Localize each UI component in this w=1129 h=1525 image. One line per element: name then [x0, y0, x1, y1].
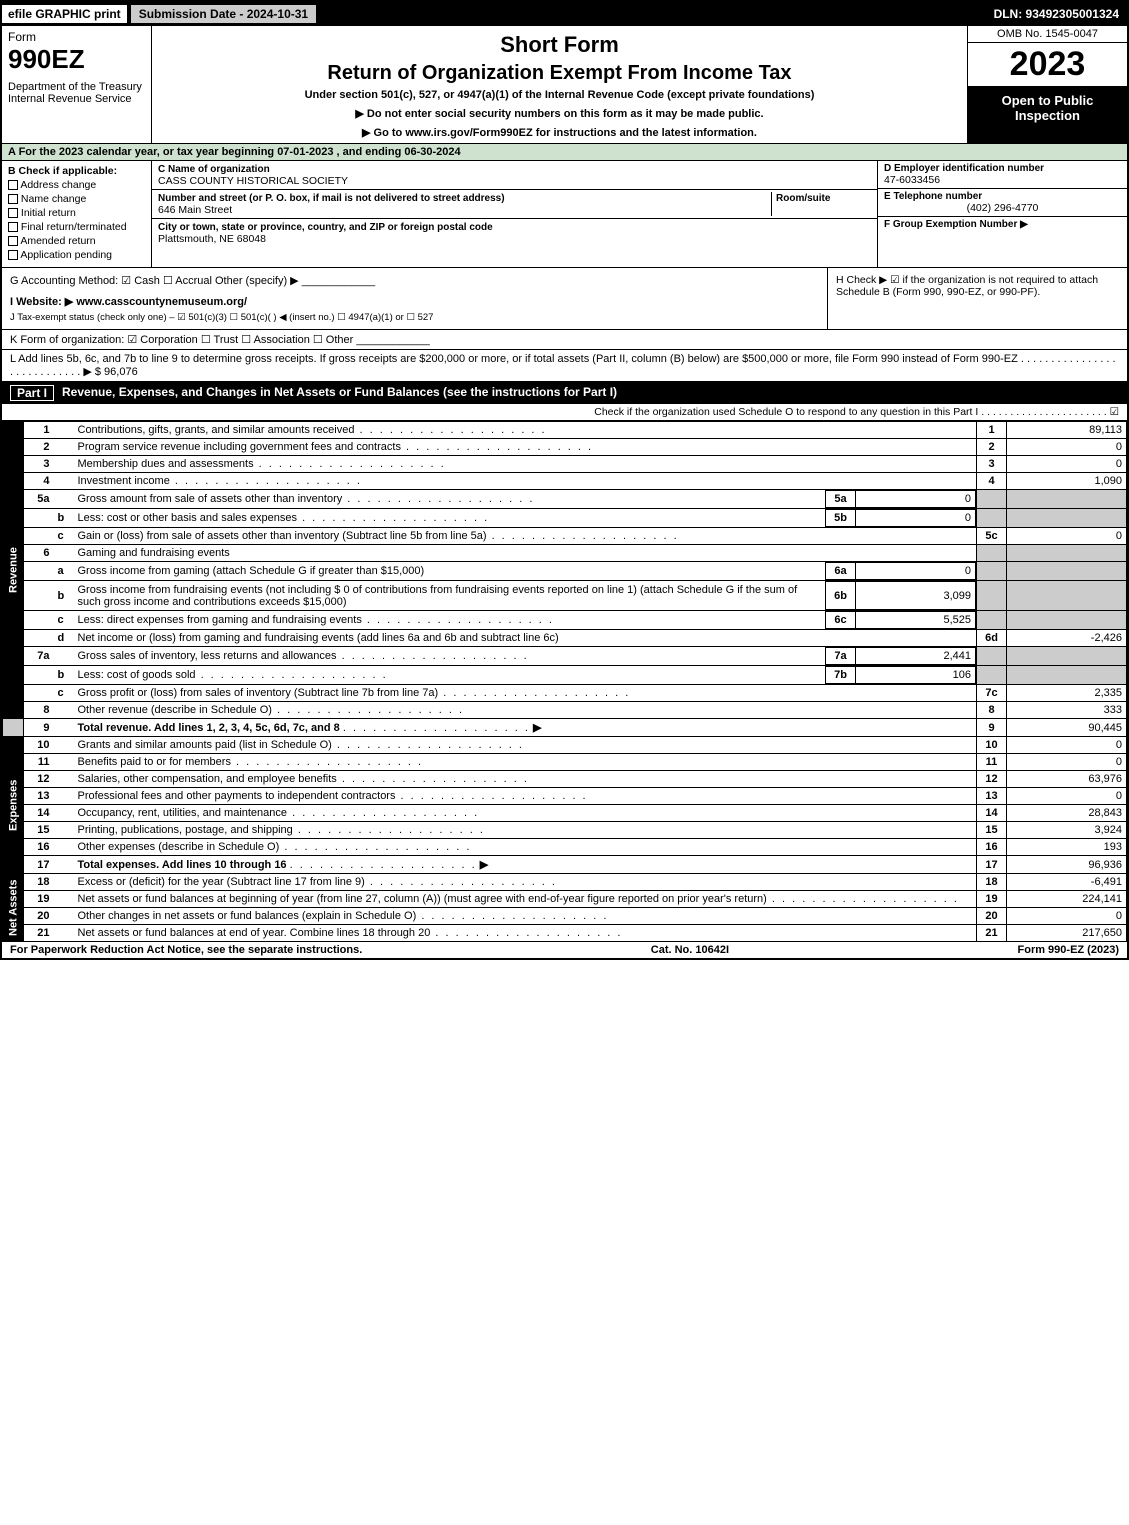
- info-boxes: B Check if applicable: Address change Na…: [2, 161, 1127, 268]
- header-right: OMB No. 1545-0047 2023 Open to Public In…: [967, 26, 1127, 143]
- chk-final-return[interactable]: Final return/terminated: [8, 221, 145, 233]
- row-g-h: G Accounting Method: ☑ Cash ☐ Accrual Ot…: [2, 268, 1127, 330]
- box-b-label: B Check if applicable:: [8, 165, 145, 177]
- title-return: Return of Organization Exempt From Incom…: [160, 62, 959, 85]
- org-name: CASS COUNTY HISTORICAL SOCIETY: [158, 175, 348, 187]
- form-of-organization: K Form of organization: ☑ Corporation ☐ …: [2, 330, 1127, 350]
- top-bar: efile GRAPHIC print Submission Date - 20…: [2, 2, 1127, 26]
- addr-label: Number and street (or P. O. box, if mail…: [158, 193, 505, 204]
- form-990ez-page: efile GRAPHIC print Submission Date - 20…: [0, 0, 1129, 960]
- accounting-method: G Accounting Method: ☑ Cash ☐ Accrual Ot…: [10, 274, 819, 287]
- c-name-label: C Name of organization: [158, 164, 270, 175]
- box-c: C Name of organization CASS COUNTY HISTO…: [152, 161, 877, 267]
- dept-label: Department of the Treasury Internal Reve…: [8, 81, 145, 105]
- line-1-box: 1: [977, 422, 1007, 439]
- phone-value: (402) 296-4770: [884, 202, 1121, 214]
- header-left: Form 990EZ Department of the Treasury In…: [2, 26, 152, 143]
- title-short-form: Short Form: [160, 32, 959, 58]
- chk-initial-return[interactable]: Initial return: [8, 207, 145, 219]
- subtitle-ssn: ▶ Do not enter social security numbers o…: [160, 107, 959, 120]
- efile-label: efile GRAPHIC print: [2, 5, 127, 23]
- chk-amended-return[interactable]: Amended return: [8, 235, 145, 247]
- form-number: 990EZ: [8, 44, 145, 75]
- header-center: Short Form Return of Organization Exempt…: [152, 26, 967, 143]
- street-address: 646 Main Street: [158, 204, 232, 216]
- group-exemption-label: F Group Exemption Number ▶: [884, 219, 1121, 230]
- line-1-desc: Contributions, gifts, grants, and simila…: [74, 422, 977, 439]
- chk-address-change[interactable]: Address change: [8, 179, 145, 191]
- row-a-tax-year: A For the 2023 calendar year, or tax yea…: [2, 144, 1127, 161]
- chk-name-change[interactable]: Name change: [8, 193, 145, 205]
- tax-year: 2023: [968, 43, 1127, 87]
- part-i-header: Part I Revenue, Expenses, and Changes in…: [2, 382, 1127, 404]
- ein-value: 47-6033456: [884, 174, 1121, 186]
- footer-left: For Paperwork Reduction Act Notice, see …: [10, 944, 362, 956]
- lines-table: Revenue 1 Contributions, gifts, grants, …: [2, 421, 1127, 942]
- subtitle-section: Under section 501(c), 527, or 4947(a)(1)…: [160, 89, 959, 101]
- website-row: I Website: ▶ www.casscountynemuseum.org/: [10, 295, 819, 308]
- schedule-b-check: H Check ▶ ☑ if the organization is not r…: [827, 268, 1127, 329]
- line-1-amt: 89,113: [1007, 422, 1127, 439]
- page-footer: For Paperwork Reduction Act Notice, see …: [2, 942, 1127, 958]
- part-i-sub: Check if the organization used Schedule …: [2, 404, 1127, 421]
- box-d-e-f: D Employer identification number 47-6033…: [877, 161, 1127, 267]
- tax-exempt-status: J Tax-exempt status (check only one) – ☑…: [10, 312, 819, 323]
- part-i-heading: Revenue, Expenses, and Changes in Net As…: [62, 385, 617, 401]
- footer-right: Form 990-EZ (2023): [1018, 944, 1119, 956]
- box-b: B Check if applicable: Address change Na…: [2, 161, 152, 267]
- omb-number: OMB No. 1545-0047: [968, 26, 1127, 43]
- header: Form 990EZ Department of the Treasury In…: [2, 26, 1127, 144]
- expenses-label: Expenses: [3, 737, 24, 874]
- city-state-zip: Plattsmouth, NE 68048: [158, 233, 266, 245]
- open-public-box: Open to Public Inspection: [968, 87, 1127, 143]
- chk-application-pending[interactable]: Application pending: [8, 249, 145, 261]
- gross-receipts-line: L Add lines 5b, 6c, and 7b to line 9 to …: [2, 350, 1127, 382]
- room-label: Room/suite: [776, 193, 830, 204]
- footer-center: Cat. No. 10642I: [651, 944, 729, 956]
- form-word: Form: [8, 30, 145, 44]
- phone-label: E Telephone number: [884, 191, 1121, 202]
- submission-date: Submission Date - 2024-10-31: [131, 5, 316, 23]
- ein-label: D Employer identification number: [884, 163, 1121, 174]
- part-i-badge: Part I: [10, 385, 54, 401]
- netassets-label: Net Assets: [3, 874, 24, 942]
- dln-label: DLN: 93492305001324: [986, 5, 1127, 23]
- subtitle-link: ▶ Go to www.irs.gov/Form990EZ for instru…: [160, 126, 959, 139]
- city-label: City or town, state or province, country…: [158, 222, 493, 233]
- revenue-label: Revenue: [3, 422, 24, 719]
